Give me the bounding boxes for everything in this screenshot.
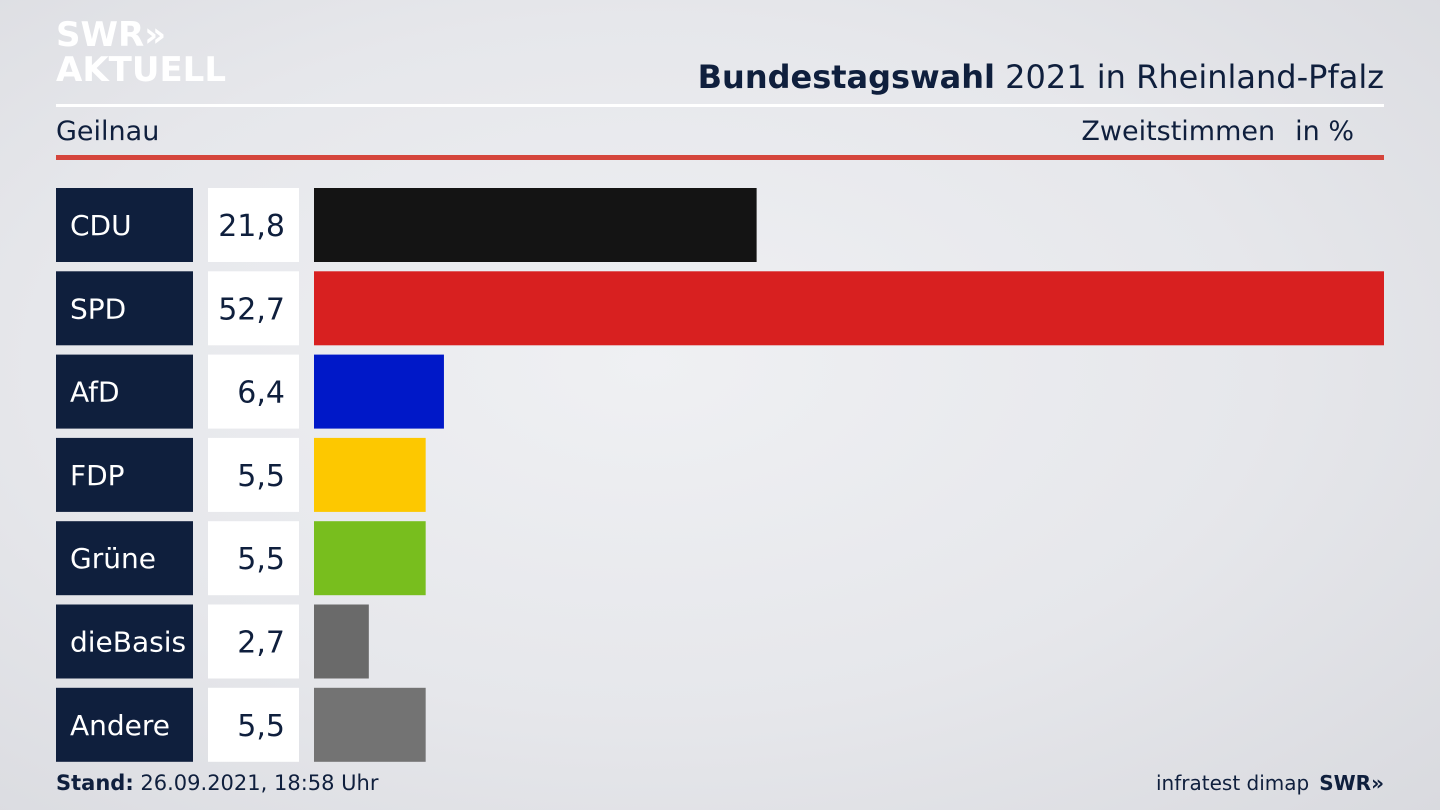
bar-gr-ne [314, 521, 426, 596]
value-box-spd [208, 271, 299, 346]
accent-divider [56, 155, 1384, 160]
swr-brand: SWR» [1319, 771, 1384, 795]
party-label-afd: AfD [70, 376, 120, 409]
party-label-cdu: CDU [70, 209, 132, 242]
logo-line1: SWR» [56, 15, 167, 55]
party-label-box-fdp [56, 437, 193, 512]
bar-cdu [314, 188, 757, 262]
party-label-box-diebasis [56, 604, 193, 679]
party-label-box-andere [56, 687, 193, 762]
party-label-diebasis: dieBasis [70, 626, 186, 659]
party-label-spd: SPD [70, 292, 126, 325]
value-label-diebasis: 2,7 [237, 626, 285, 661]
party-label-box-afd [56, 354, 193, 429]
page-title: Bundestagswahl 2021 in Rheinland-Pfalz [698, 58, 1384, 96]
bar-afd [314, 354, 444, 429]
measure-name: Zweitstimmen [1081, 116, 1276, 147]
value-box-andere [208, 687, 299, 762]
title-rest: 2021 in Rheinland-Pfalz [995, 58, 1384, 96]
value-box-fdp [208, 437, 299, 512]
stand-label: Stand: [56, 771, 134, 795]
unit-label: in % [1295, 116, 1354, 147]
value-label-spd: 52,7 [218, 292, 285, 327]
value-box-cdu [208, 188, 299, 262]
bar-fdp [314, 437, 426, 512]
source-credit: infratest dimap SWR» [1156, 771, 1384, 795]
source-label: infratest dimap [1156, 771, 1310, 795]
value-label-gr-ne: 5,5 [237, 542, 285, 577]
header-divider [56, 104, 1384, 107]
party-label-box-gr-ne [56, 521, 193, 596]
party-label-fdp: FDP [70, 459, 125, 492]
value-label-andere: 5,5 [237, 709, 285, 744]
party-label-box-cdu [56, 188, 193, 262]
party-label-box-spd [56, 271, 193, 346]
title-bold: Bundestagswahl [697, 58, 995, 96]
swr-aktuell-logo: SWR» AKTUELL [56, 18, 226, 87]
bar-diebasis [314, 604, 369, 679]
value-label-cdu: 21,8 [218, 209, 285, 244]
value-label-afd: 6,4 [237, 376, 285, 411]
value-label-fdp: 5,5 [237, 459, 285, 494]
value-box-afd [208, 354, 299, 429]
value-box-gr-ne [208, 521, 299, 596]
bar-spd [314, 271, 1384, 346]
logo-line2: AKTUELL [56, 50, 227, 90]
stand-value: 26.09.2021, 18:58 Uhr [133, 771, 379, 795]
region-label: Geilnau [56, 116, 160, 147]
bar-andere [314, 687, 426, 762]
party-label-andere: Andere [70, 709, 170, 742]
party-label-gr-ne: Grüne [70, 542, 156, 575]
timestamp: Stand: 26.09.2021, 18:58 Uhr [56, 771, 379, 795]
value-box-diebasis [208, 604, 299, 679]
measure-label: Zweitstimmen in % [1081, 116, 1354, 147]
